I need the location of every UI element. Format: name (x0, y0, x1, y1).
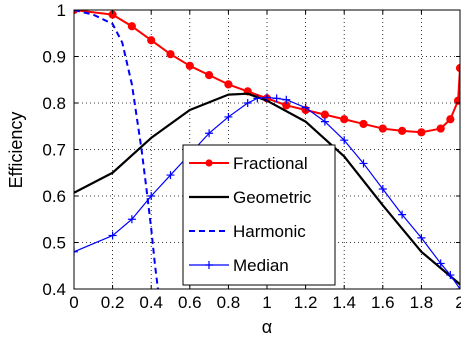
series-median-point (359, 159, 368, 168)
y-tick-label: 0.4 (42, 280, 66, 299)
x-tick-label: 1.8 (410, 293, 434, 312)
series-median-point (263, 93, 271, 102)
x-tick-label: 0.8 (217, 293, 241, 312)
series-median-point (205, 129, 214, 138)
series-fractional-point (359, 119, 368, 129)
legend-label-geometric: Geometric (233, 188, 312, 207)
x-tick-label: 1.6 (371, 293, 395, 312)
series-fractional-point (147, 36, 156, 45)
x-tick-label: 2 (455, 293, 461, 312)
series-fractional-line (74, 10, 460, 134)
series-fractional-point (417, 128, 426, 137)
series-median-point (301, 103, 310, 112)
series-fractional-point (320, 110, 329, 119)
series-median-point (417, 233, 426, 242)
x-tick-label: 0.6 (178, 293, 202, 312)
legend-box (182, 144, 336, 286)
series-median-point (127, 215, 136, 224)
series-median-point (320, 117, 329, 126)
series-fractional-point (453, 96, 460, 105)
series-harmonic-line (74, 10, 159, 289)
series-median-point (398, 210, 407, 219)
series-median-point (436, 259, 445, 268)
series-median-point (243, 99, 252, 107)
series-median-point (340, 136, 349, 145)
x-tick-label: 0 (69, 293, 78, 312)
ticks: 0 0.2 0.4 0.6 0.8 1 1.2 1.4 1.6 1.8 2 0.4 0.5 0.6 0.7 0… (42, 1, 461, 312)
series-median-point (272, 94, 281, 103)
x-axis-label: α (262, 317, 272, 337)
series-fractional-point (224, 80, 233, 89)
series-fractional-point (378, 124, 387, 133)
series-median-point (378, 185, 387, 194)
y-tick-label: 1 (57, 1, 66, 20)
series-fractional-point (446, 115, 455, 124)
series-fractional-point (185, 61, 194, 70)
legend: Fractional Geometric Harmonic Median (182, 144, 336, 286)
legend-marker-median (205, 261, 213, 269)
y-tick-label: 0.8 (42, 94, 66, 113)
series-fractional-point (398, 126, 407, 135)
series-median-point (147, 192, 156, 200)
series-median-point (224, 112, 233, 121)
series-layer (74, 10, 460, 289)
legend-label-harmonic: Harmonic (233, 222, 306, 241)
series-fractional-point (166, 50, 175, 59)
legend-marker-fractional (205, 159, 213, 167)
x-tick-label: 1.2 (294, 293, 318, 312)
series-median-point (74, 247, 78, 256)
x-tick-label: 0.2 (101, 293, 125, 312)
series-median-point (446, 271, 455, 280)
y-axis-label: Efficiency (6, 112, 26, 189)
x-tick-label: 0.4 (139, 293, 163, 312)
x-tick-label: 1 (262, 293, 271, 312)
series-median-point (253, 94, 262, 103)
series-fractional-point (340, 115, 349, 124)
series-fractional-point (127, 22, 136, 31)
series-median-point (282, 95, 291, 104)
series-median-point (108, 231, 117, 240)
series-fractional-point (436, 124, 445, 133)
legend-label-fractional: Fractional (233, 154, 308, 173)
y-tick-label: 0.7 (42, 141, 66, 160)
series-median-point (166, 171, 175, 180)
legend-label-median: Median (233, 256, 289, 275)
series-fractional-point (205, 71, 214, 80)
y-tick-label: 0.6 (42, 187, 66, 206)
y-tick-label: 0.5 (42, 234, 66, 253)
y-tick-label: 0.9 (42, 48, 66, 67)
x-tick-label: 1.4 (332, 293, 356, 312)
